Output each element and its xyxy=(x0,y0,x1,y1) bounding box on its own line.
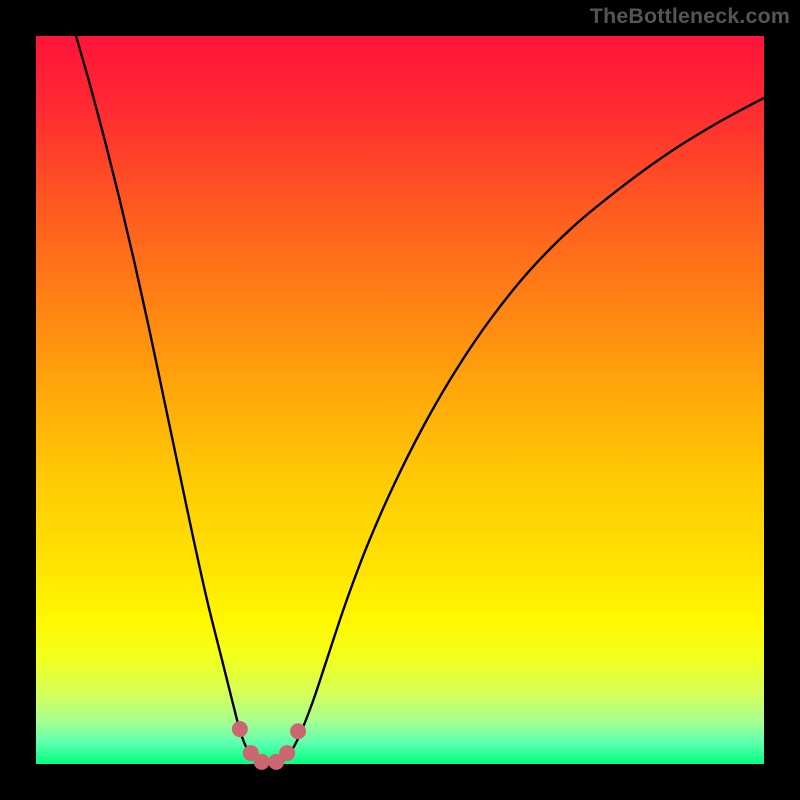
minimum-marker xyxy=(280,746,295,761)
minimum-marker xyxy=(254,754,269,769)
chart-svg xyxy=(0,0,800,800)
minimum-marker xyxy=(291,724,306,739)
chart-stage: TheBottleneck.com xyxy=(0,0,800,800)
attribution-text: TheBottleneck.com xyxy=(590,4,790,29)
minimum-marker xyxy=(232,722,247,737)
plot-background xyxy=(36,36,764,764)
